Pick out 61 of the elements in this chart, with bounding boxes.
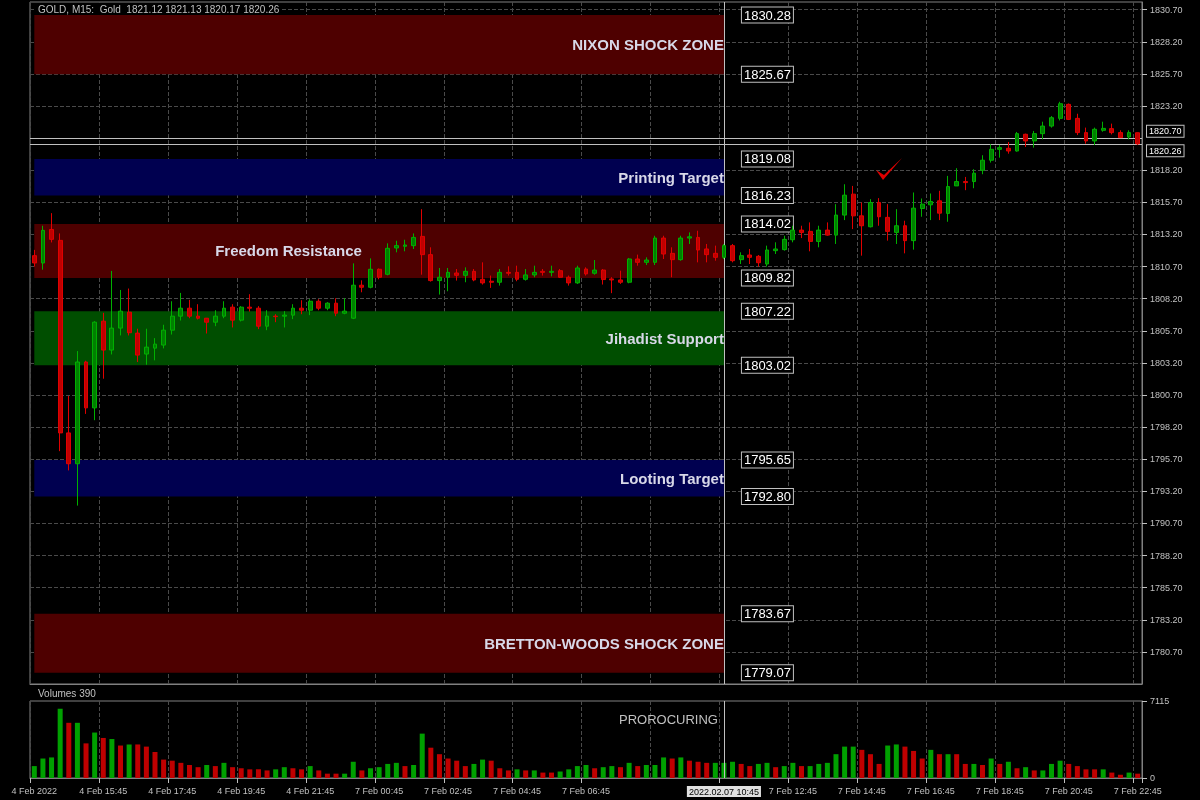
band-label: Freedom Resistance bbox=[215, 242, 362, 260]
ref-line-label: 1820.70 bbox=[1149, 126, 1182, 137]
y-tick-label: 1803.20 bbox=[1150, 357, 1183, 368]
x-tick-label: 7 Feb 12:45 bbox=[768, 785, 817, 796]
y-tick-label: 1798.20 bbox=[1150, 422, 1183, 433]
x-tick-label: 7 Feb 14:45 bbox=[837, 785, 886, 796]
y-tick-label: 1783.20 bbox=[1150, 614, 1183, 625]
y-tick-label: 1815.70 bbox=[1150, 197, 1183, 208]
x-tick-label: 7 Feb 20:45 bbox=[1044, 785, 1093, 796]
y-tick-label: 1823.20 bbox=[1150, 101, 1183, 112]
y-tick-label: 1808.20 bbox=[1150, 293, 1183, 304]
x-tick-label: 7 Feb 00:45 bbox=[355, 785, 404, 796]
annotation: 1814.02 bbox=[743, 216, 791, 232]
x-tick-label: 4 Feb 2022 bbox=[11, 785, 58, 796]
y-tick-label: 1825.70 bbox=[1150, 68, 1183, 79]
annotation: 1779.07 bbox=[743, 665, 791, 681]
annotation: 1792.80 bbox=[743, 488, 791, 504]
annotation: 1807.22 bbox=[743, 303, 791, 319]
x-tick-label: 7 Feb 22:45 bbox=[1113, 785, 1162, 796]
x-tick-label: 4 Feb 21:45 bbox=[286, 785, 335, 796]
x-tick-label: 4 Feb 17:45 bbox=[148, 785, 197, 796]
annotation: 1795.65 bbox=[743, 452, 791, 468]
annotation: 1825.67 bbox=[743, 66, 791, 82]
y-tick-label: 1828.20 bbox=[1150, 36, 1183, 47]
annotation: PROROCURING bbox=[618, 712, 718, 727]
y-tick-label: 1790.70 bbox=[1150, 518, 1183, 529]
y-tick-label: 1788.20 bbox=[1150, 550, 1183, 561]
x-tick-label: 7 Feb 02:45 bbox=[424, 785, 473, 796]
x-tick-label: 7 Feb 18:45 bbox=[975, 785, 1024, 796]
chart-title: Volumes 390 bbox=[38, 687, 97, 699]
x-tick-label: 7 Feb 04:45 bbox=[493, 785, 542, 796]
annotation: 1803.02 bbox=[743, 357, 791, 373]
y-tick-label: 1813.20 bbox=[1150, 229, 1183, 240]
x-tick-label: 2022.02.07 10:45 bbox=[688, 786, 759, 797]
x-tick-label: 4 Feb 19:45 bbox=[217, 785, 266, 796]
x-tick-label: 7 Feb 06:45 bbox=[561, 785, 611, 796]
y-tick-label: 7115 bbox=[1150, 696, 1170, 706]
y-tick-label: 1793.20 bbox=[1150, 486, 1183, 497]
band-label: Looting Target bbox=[620, 469, 724, 487]
band-label: BRETTON-WOODS SHOCK ZONE bbox=[484, 634, 724, 652]
ref-line-label: 1820.26 bbox=[1149, 145, 1182, 156]
y-tick-label: 1818.20 bbox=[1150, 165, 1183, 176]
y-tick-label: 1830.70 bbox=[1150, 4, 1183, 15]
y-tick-label: 1800.70 bbox=[1150, 390, 1183, 401]
y-tick-label: 1805.70 bbox=[1150, 325, 1183, 336]
band-label: NIXON SHOCK ZONE bbox=[572, 36, 724, 54]
band-label: Jihadist Support bbox=[605, 329, 724, 347]
annotation: 1809.82 bbox=[743, 270, 791, 286]
x-tick-label: 4 Feb 15:45 bbox=[79, 785, 128, 796]
chart-title: GOLD, M15: Gold 1821.12 1821.13 1820.17 1820.26 bbox=[38, 3, 280, 15]
y-tick-label: 1810.70 bbox=[1150, 261, 1183, 272]
x-tick-label: 7 Feb 16:45 bbox=[906, 785, 955, 796]
annotation: 1783.67 bbox=[743, 606, 791, 622]
annotation: 1830.28 bbox=[743, 7, 791, 23]
annotation: 1816.23 bbox=[743, 188, 791, 204]
y-tick-label: 1795.70 bbox=[1150, 454, 1183, 465]
y-tick-label: 0 bbox=[1150, 773, 1156, 783]
y-tick-label: 1785.70 bbox=[1150, 582, 1183, 593]
annotation: 1819.08 bbox=[743, 151, 791, 167]
band-label: Printing Target bbox=[618, 168, 724, 186]
y-tick-label: 1780.70 bbox=[1150, 646, 1183, 657]
